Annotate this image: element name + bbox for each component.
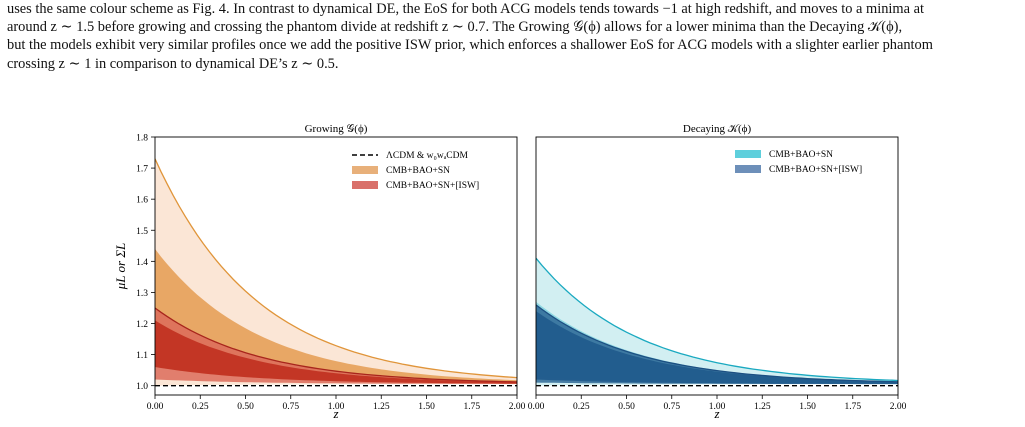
- paragraph-line-3: but the models exhibit very similar prof…: [7, 37, 933, 54]
- growing-panel-title: Growing 𝒢(ϕ): [305, 123, 368, 135]
- band-edge-0: [536, 257, 898, 382]
- band-edge-0: [155, 158, 517, 379]
- panel-decaying: 0.00 0.25 0.50 0.75 1.00 1.25 1.50 1.75 2.00 Dec…: [528, 123, 907, 421]
- y-axis-label: μL or ΣL: [113, 243, 128, 291]
- x-tick-label: 1.00: [709, 402, 726, 412]
- x-tick-label: 0.50: [618, 402, 635, 412]
- x-tick-label: 1.25: [373, 402, 390, 412]
- legend-label-decaying-cmb-bao-sn-isw: CMB+BAO+SN+[ISW]: [769, 165, 862, 175]
- decaying-bands: [536, 257, 898, 386]
- legend-patch-decaying-cmb-bao-sn-isw: [735, 165, 761, 173]
- x-tick-label: 2.00: [509, 402, 526, 412]
- paragraph-line-2: around z ∼ 1.5 before growing and crossi…: [7, 19, 903, 36]
- band-edge-1: [155, 307, 517, 383]
- legend-label-cmb-bao-sn-isw: CMB+BAO+SN+[ISW]: [386, 181, 479, 191]
- growing-x-axis-label: z: [332, 406, 338, 421]
- decaying-x-axis-label: z: [713, 406, 719, 421]
- y-tick-label: 1.6: [136, 196, 148, 206]
- paragraph-line-1: uses the same colour scheme as Fig. 4. I…: [7, 1, 924, 17]
- y-tick-label: 1.0: [136, 382, 148, 392]
- x-tick-label: 1.75: [844, 402, 861, 412]
- y-tick-label: 1.8: [136, 134, 148, 144]
- y-tick-label: 1.1: [136, 351, 148, 361]
- band-inner-1: [536, 311, 898, 384]
- growing-bands: [155, 158, 517, 386]
- band-inner-1: [155, 320, 517, 384]
- y-tick-label: 1.2: [136, 320, 148, 330]
- x-tick-label: 1.75: [463, 402, 480, 412]
- x-tick-label: 0.25: [192, 402, 209, 412]
- legend-label-cmb-bao-sn: CMB+BAO+SN: [386, 166, 450, 176]
- legend-patch-cmb-bao-sn-isw: [352, 181, 378, 189]
- x-tick-label: 0.00: [147, 402, 164, 412]
- y-tick-label: 1.4: [136, 258, 148, 268]
- decaying-panel-title: Decaying 𝒦(ϕ): [683, 123, 752, 135]
- decaying-legend: CMB+BAO+SN CMB+BAO+SN+[ISW]: [735, 150, 862, 175]
- x-tick-label: 1.50: [418, 402, 435, 412]
- legend-label-decaying-cmb-bao-sn: CMB+BAO+SN: [769, 150, 833, 160]
- x-tick-label: 0.25: [573, 402, 590, 412]
- band-edge-1: [536, 304, 898, 383]
- y-tick-label: 1.5: [136, 227, 148, 237]
- legend-patch-cmb-bao-sn: [352, 166, 378, 174]
- x-tick-label: 0.75: [663, 402, 680, 412]
- growing-x-ticks: 0.00 0.25 0.50 0.75 1.00 1.25 1.50 1.75 2.00: [147, 395, 526, 412]
- paragraph-line-4: crossing z ∼ 1 in comparison to dynamica…: [7, 55, 339, 72]
- x-tick-label: 2.00: [890, 402, 907, 412]
- caption-paragraph: uses the same colour scheme as Fig. 4. I…: [7, 0, 1017, 73]
- legend-label-lcdm: ΛCDM & w₀wₐCDM: [386, 151, 468, 161]
- growing-y-ticks: 1.0 1.1 1.2 1.3 1.4 1.5 1.6 1.7 1.8: [136, 134, 155, 392]
- growing-legend: ΛCDM & w₀wₐCDM CMB+BAO+SN CMB+BAO+SN+[IS…: [352, 151, 479, 191]
- x-tick-label: 0.50: [237, 402, 254, 412]
- y-tick-label: 1.7: [136, 165, 148, 175]
- panel-growing: 0.00 0.25 0.50 0.75 1.00 1.25 1.50 1.75 2.00 1.0…: [113, 123, 526, 421]
- x-tick-label: 0.00: [528, 402, 545, 412]
- legend-patch-decaying-cmb-bao-sn: [735, 150, 761, 158]
- x-tick-label: 0.75: [282, 402, 299, 412]
- decaying-x-ticks: 0.00 0.25 0.50 0.75 1.00 1.25 1.50 1.75 2.00: [528, 395, 907, 412]
- y-tick-label: 1.3: [136, 289, 148, 299]
- x-tick-label: 1.50: [799, 402, 816, 412]
- x-tick-label: 1.00: [328, 402, 345, 412]
- x-tick-label: 1.25: [754, 402, 771, 412]
- band-inner-0: [155, 248, 517, 384]
